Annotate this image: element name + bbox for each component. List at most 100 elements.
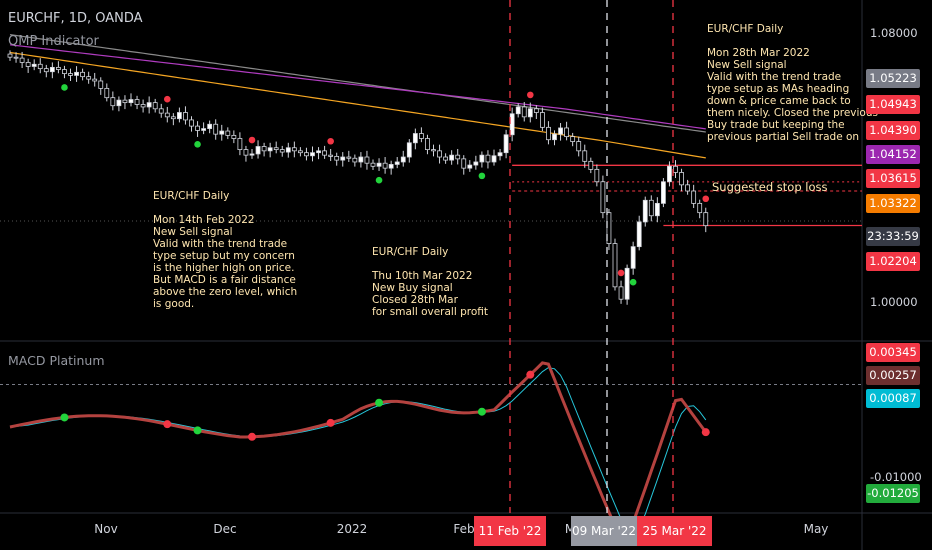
candle-body bbox=[503, 134, 509, 154]
time-label-dec: Dec bbox=[213, 522, 237, 536]
candle-body bbox=[164, 112, 170, 118]
macd-buy-dot bbox=[193, 426, 202, 435]
candle-body bbox=[588, 160, 594, 170]
macd-tick: -0.01000 bbox=[870, 470, 922, 484]
candle-body bbox=[346, 156, 352, 159]
candle-body bbox=[146, 102, 152, 108]
candle-body bbox=[612, 243, 618, 288]
candle-body bbox=[158, 108, 164, 114]
candle-body bbox=[412, 133, 418, 144]
candle-body bbox=[128, 99, 134, 104]
buy-signal-dot bbox=[375, 176, 383, 184]
sell-signal-dot bbox=[702, 195, 710, 203]
buy-signal-dot bbox=[61, 84, 68, 91]
candle-body bbox=[461, 158, 467, 169]
candle-body bbox=[352, 157, 358, 163]
candle-body bbox=[606, 212, 612, 244]
price-tick-bottom: 1.00000 bbox=[870, 295, 918, 309]
candle-body bbox=[98, 80, 104, 89]
candle-body bbox=[370, 162, 376, 167]
candle-body bbox=[231, 134, 237, 139]
candle-body bbox=[267, 147, 273, 152]
candle-body bbox=[521, 106, 527, 118]
candle-body bbox=[152, 102, 158, 110]
candle-body bbox=[491, 155, 497, 163]
macd-buy-dot bbox=[477, 407, 486, 416]
candle-body bbox=[467, 164, 473, 169]
candle-body bbox=[13, 56, 19, 59]
candle-body bbox=[92, 78, 98, 82]
candle-body bbox=[104, 88, 110, 99]
candle-body bbox=[546, 126, 551, 141]
candle-body bbox=[279, 149, 285, 153]
candle-body bbox=[297, 150, 303, 154]
candle-body bbox=[388, 164, 394, 169]
candle-body bbox=[630, 246, 636, 269]
candle-body bbox=[437, 150, 442, 158]
candle-body bbox=[570, 136, 576, 142]
candle-body bbox=[19, 57, 25, 63]
price-tick-top: 1.08000 bbox=[870, 26, 918, 40]
candle-body bbox=[110, 97, 116, 107]
macd-tag-1: 0.00345 bbox=[866, 343, 920, 362]
candle-body bbox=[243, 149, 249, 156]
candle-body bbox=[140, 104, 146, 108]
candle-body bbox=[673, 165, 678, 173]
candle-body bbox=[654, 202, 660, 217]
candle-body bbox=[37, 63, 43, 70]
candle-body bbox=[189, 119, 194, 127]
macd-sell-dot bbox=[326, 418, 335, 427]
candle-body bbox=[340, 156, 346, 161]
candle-body bbox=[485, 154, 491, 163]
macd-tag-4: -0.01205 bbox=[866, 484, 920, 503]
candle-body bbox=[273, 147, 279, 150]
candle-body bbox=[425, 138, 430, 151]
candle-body bbox=[219, 130, 225, 135]
candle-body bbox=[201, 128, 207, 131]
candle-body bbox=[624, 267, 630, 300]
candle-body bbox=[122, 99, 128, 104]
candle-body bbox=[685, 184, 690, 192]
candle-body bbox=[237, 138, 243, 151]
candle-body bbox=[334, 155, 340, 161]
candle-body bbox=[455, 154, 461, 160]
macd-sell-dot bbox=[526, 370, 535, 379]
candle-body bbox=[515, 106, 521, 115]
price-tag-orange-ma: 1.03322 bbox=[866, 194, 920, 213]
candle-body bbox=[582, 150, 588, 162]
candle-body bbox=[576, 141, 582, 152]
candle-body bbox=[310, 152, 315, 157]
candle-body bbox=[207, 123, 213, 129]
candle-body bbox=[667, 165, 672, 183]
price-tag-current: 1.02204 bbox=[866, 252, 920, 271]
candle-body bbox=[406, 142, 412, 158]
candle-body bbox=[49, 66, 55, 73]
candle-body bbox=[564, 127, 569, 138]
date-highlight-mar25: 25 Mar '22 bbox=[637, 516, 712, 546]
candle-body bbox=[176, 112, 182, 120]
candle-body bbox=[249, 153, 255, 156]
date-highlight-feb11: 11 Feb '22 bbox=[474, 516, 546, 546]
candle-body bbox=[31, 63, 37, 67]
candle-body bbox=[255, 146, 261, 155]
macd-sell-dot bbox=[163, 420, 172, 429]
macd-buy-dot bbox=[60, 413, 69, 422]
annotation-note-mar10: EUR/CHF Daily Thu 10th Mar 2022 New Buy … bbox=[372, 246, 489, 318]
candle-body bbox=[661, 181, 666, 204]
candle-body bbox=[497, 152, 503, 157]
candle-body bbox=[80, 71, 85, 78]
candle-body bbox=[552, 133, 557, 141]
candle-body bbox=[533, 108, 539, 113]
candle-body bbox=[261, 146, 267, 152]
annotation-note-mar28: EUR/CHF Daily Mon 28th Mar 2022 New Sell… bbox=[707, 23, 878, 143]
candle-body bbox=[322, 150, 328, 156]
candle-body bbox=[56, 66, 61, 70]
candle-body bbox=[449, 154, 455, 161]
candle-body bbox=[600, 181, 606, 214]
sell-signal-dot bbox=[527, 91, 534, 99]
candle-body bbox=[594, 168, 600, 183]
sell-signal-dot bbox=[327, 137, 334, 145]
ma-orange-line bbox=[9, 51, 706, 159]
candle-body bbox=[68, 73, 73, 76]
